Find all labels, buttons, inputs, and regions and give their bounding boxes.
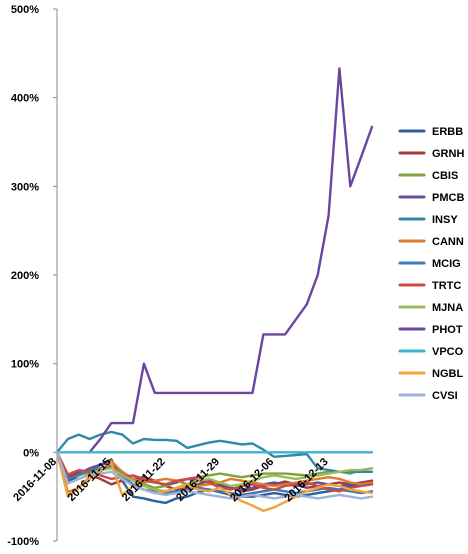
legend-label: CANN xyxy=(432,236,464,248)
legend-label: CVSI xyxy=(432,390,458,402)
y-tick-label: 400% xyxy=(11,93,39,105)
chart-series xyxy=(55,67,374,513)
legend-label: GRNH xyxy=(432,148,464,160)
y-tick-label: 200% xyxy=(11,270,39,282)
y-axis-tick-labels: -100% 0% 100% 200% 300% 400% 500% xyxy=(7,4,39,548)
legend-label: PMCB xyxy=(432,192,464,204)
legend-label: PHOT xyxy=(432,324,463,336)
series-line-insy xyxy=(55,430,374,473)
y-tick-label: 500% xyxy=(11,4,39,16)
legend-label: CBIS xyxy=(432,170,458,182)
legend-label: VPCO xyxy=(432,346,464,358)
legend-label: TRTC xyxy=(432,280,461,292)
legend-label: INSY xyxy=(432,214,458,226)
legend: ERBB GRNH CBIS PMCB INSY CANN MCIG TRTC MJNA PHOT… xyxy=(398,126,464,402)
legend-label: MCIG xyxy=(432,258,461,270)
series-line-mjna xyxy=(55,451,374,493)
x-tick-label: 2016-11-08 xyxy=(11,456,59,504)
y-tick-label: 300% xyxy=(11,181,39,193)
legend-label: ERBB xyxy=(432,126,463,138)
y-tick-label: 100% xyxy=(11,359,39,371)
series-line-ngbl xyxy=(55,451,374,513)
legend-label: NGBL xyxy=(432,368,463,380)
legend-label: MJNA xyxy=(432,302,463,314)
series-line-phot xyxy=(88,67,374,454)
y-tick-label: -100% xyxy=(7,536,39,548)
y-tick-label: 0% xyxy=(23,447,39,459)
series-line-cvsi xyxy=(55,451,374,500)
